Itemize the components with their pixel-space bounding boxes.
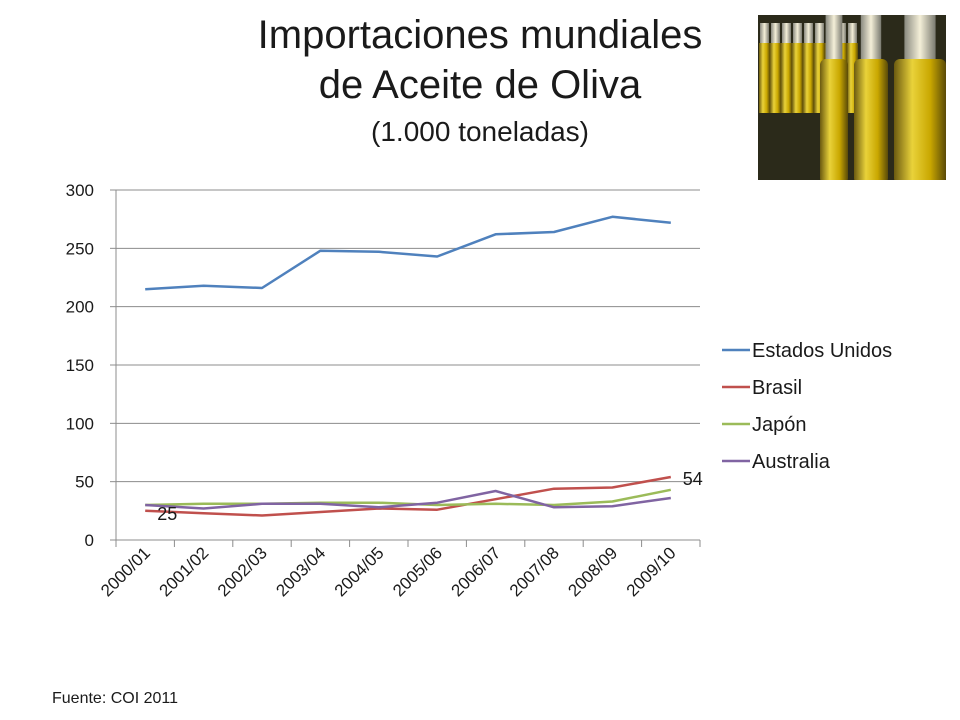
x-tick-label: 2005/06 <box>389 543 446 600</box>
x-axis-tick-labels: 2000/01 2001/02 2002/03 2003/04 2004/05 2005/… <box>97 543 679 600</box>
legend-label: Estados Unidos <box>752 340 892 362</box>
bottle-cap <box>815 23 824 43</box>
bottle-cap <box>771 23 780 43</box>
x-tick-label: 2009/10 <box>623 543 680 600</box>
data-labels: 25 54 <box>157 469 703 524</box>
y-tick-label: 250 <box>66 239 94 258</box>
bottle-body <box>854 59 888 180</box>
series-line-estados-unidos <box>145 215 671 291</box>
x-tick-label: 2007/08 <box>506 543 563 600</box>
bottle-body <box>803 43 814 113</box>
bottle-body <box>820 59 848 180</box>
bottle-cap <box>825 15 843 63</box>
bottle-cap <box>793 23 802 43</box>
axes <box>110 189 701 547</box>
x-tick-label: 2001/02 <box>156 543 213 600</box>
bottle-body <box>770 43 781 113</box>
legend-label: Australia <box>752 451 831 473</box>
title-line-2: de Aceite de Oliva <box>318 63 642 107</box>
bottle-body <box>814 43 825 113</box>
series-line-jap-n <box>145 488 672 507</box>
x-tick-label: 2003/04 <box>272 543 329 600</box>
bottle-cap <box>860 15 882 63</box>
bottle-cap <box>782 23 791 43</box>
y-tick-label: 200 <box>66 298 94 317</box>
x-tick-label: 2006/07 <box>448 543 505 600</box>
legend-label: Japón <box>752 414 807 436</box>
y-axis-tick-labels: 0 50 100 150 200 250 300 <box>66 181 94 550</box>
bottle-cap <box>760 23 769 43</box>
x-tick-label: 2008/09 <box>564 543 621 600</box>
source-note: Fuente: COI 2011 <box>52 690 178 707</box>
data-label: 25 <box>157 504 177 524</box>
bottle-body <box>781 43 792 113</box>
olive-oil-bottles-photo <box>758 15 946 180</box>
bottle-body <box>759 43 770 113</box>
olive-oil-bottles-illustration <box>758 15 946 180</box>
series-lines <box>145 215 672 517</box>
legend-label: Brasil <box>752 377 802 399</box>
bottle-body <box>792 43 803 113</box>
x-tick-label: 2002/03 <box>214 543 271 600</box>
chart-subtitle: (1.000 toneladas) <box>371 116 589 147</box>
bottle-body <box>894 59 946 180</box>
y-tick-label: 50 <box>75 473 94 492</box>
bottle-cap <box>804 23 813 43</box>
bottle-body <box>847 43 858 113</box>
y-tick-label: 0 <box>85 531 94 550</box>
bottle-cap <box>904 15 936 63</box>
y-tick-label: 300 <box>66 181 94 200</box>
chart-title: Importaciones mundiales de Aceite de Oli… <box>180 10 780 149</box>
data-label: 54 <box>683 469 703 489</box>
y-tick-label: 150 <box>66 356 94 375</box>
series-line-australia <box>145 489 671 510</box>
grid-lines <box>116 189 700 483</box>
line-chart: 0 50 100 150 200 250 300 2000/01 2001/02 2002/03… <box>66 181 892 600</box>
legend: Estados Unidos Brasil Japón Australia <box>722 340 892 473</box>
series-line-brasil <box>145 475 672 517</box>
x-tick-label: 2004/05 <box>331 543 388 600</box>
x-tick-label: 2000/01 <box>97 543 154 600</box>
bottle-cap <box>848 23 857 43</box>
y-tick-label: 100 <box>66 414 94 433</box>
title-line-1: Importaciones mundiales <box>257 13 703 57</box>
